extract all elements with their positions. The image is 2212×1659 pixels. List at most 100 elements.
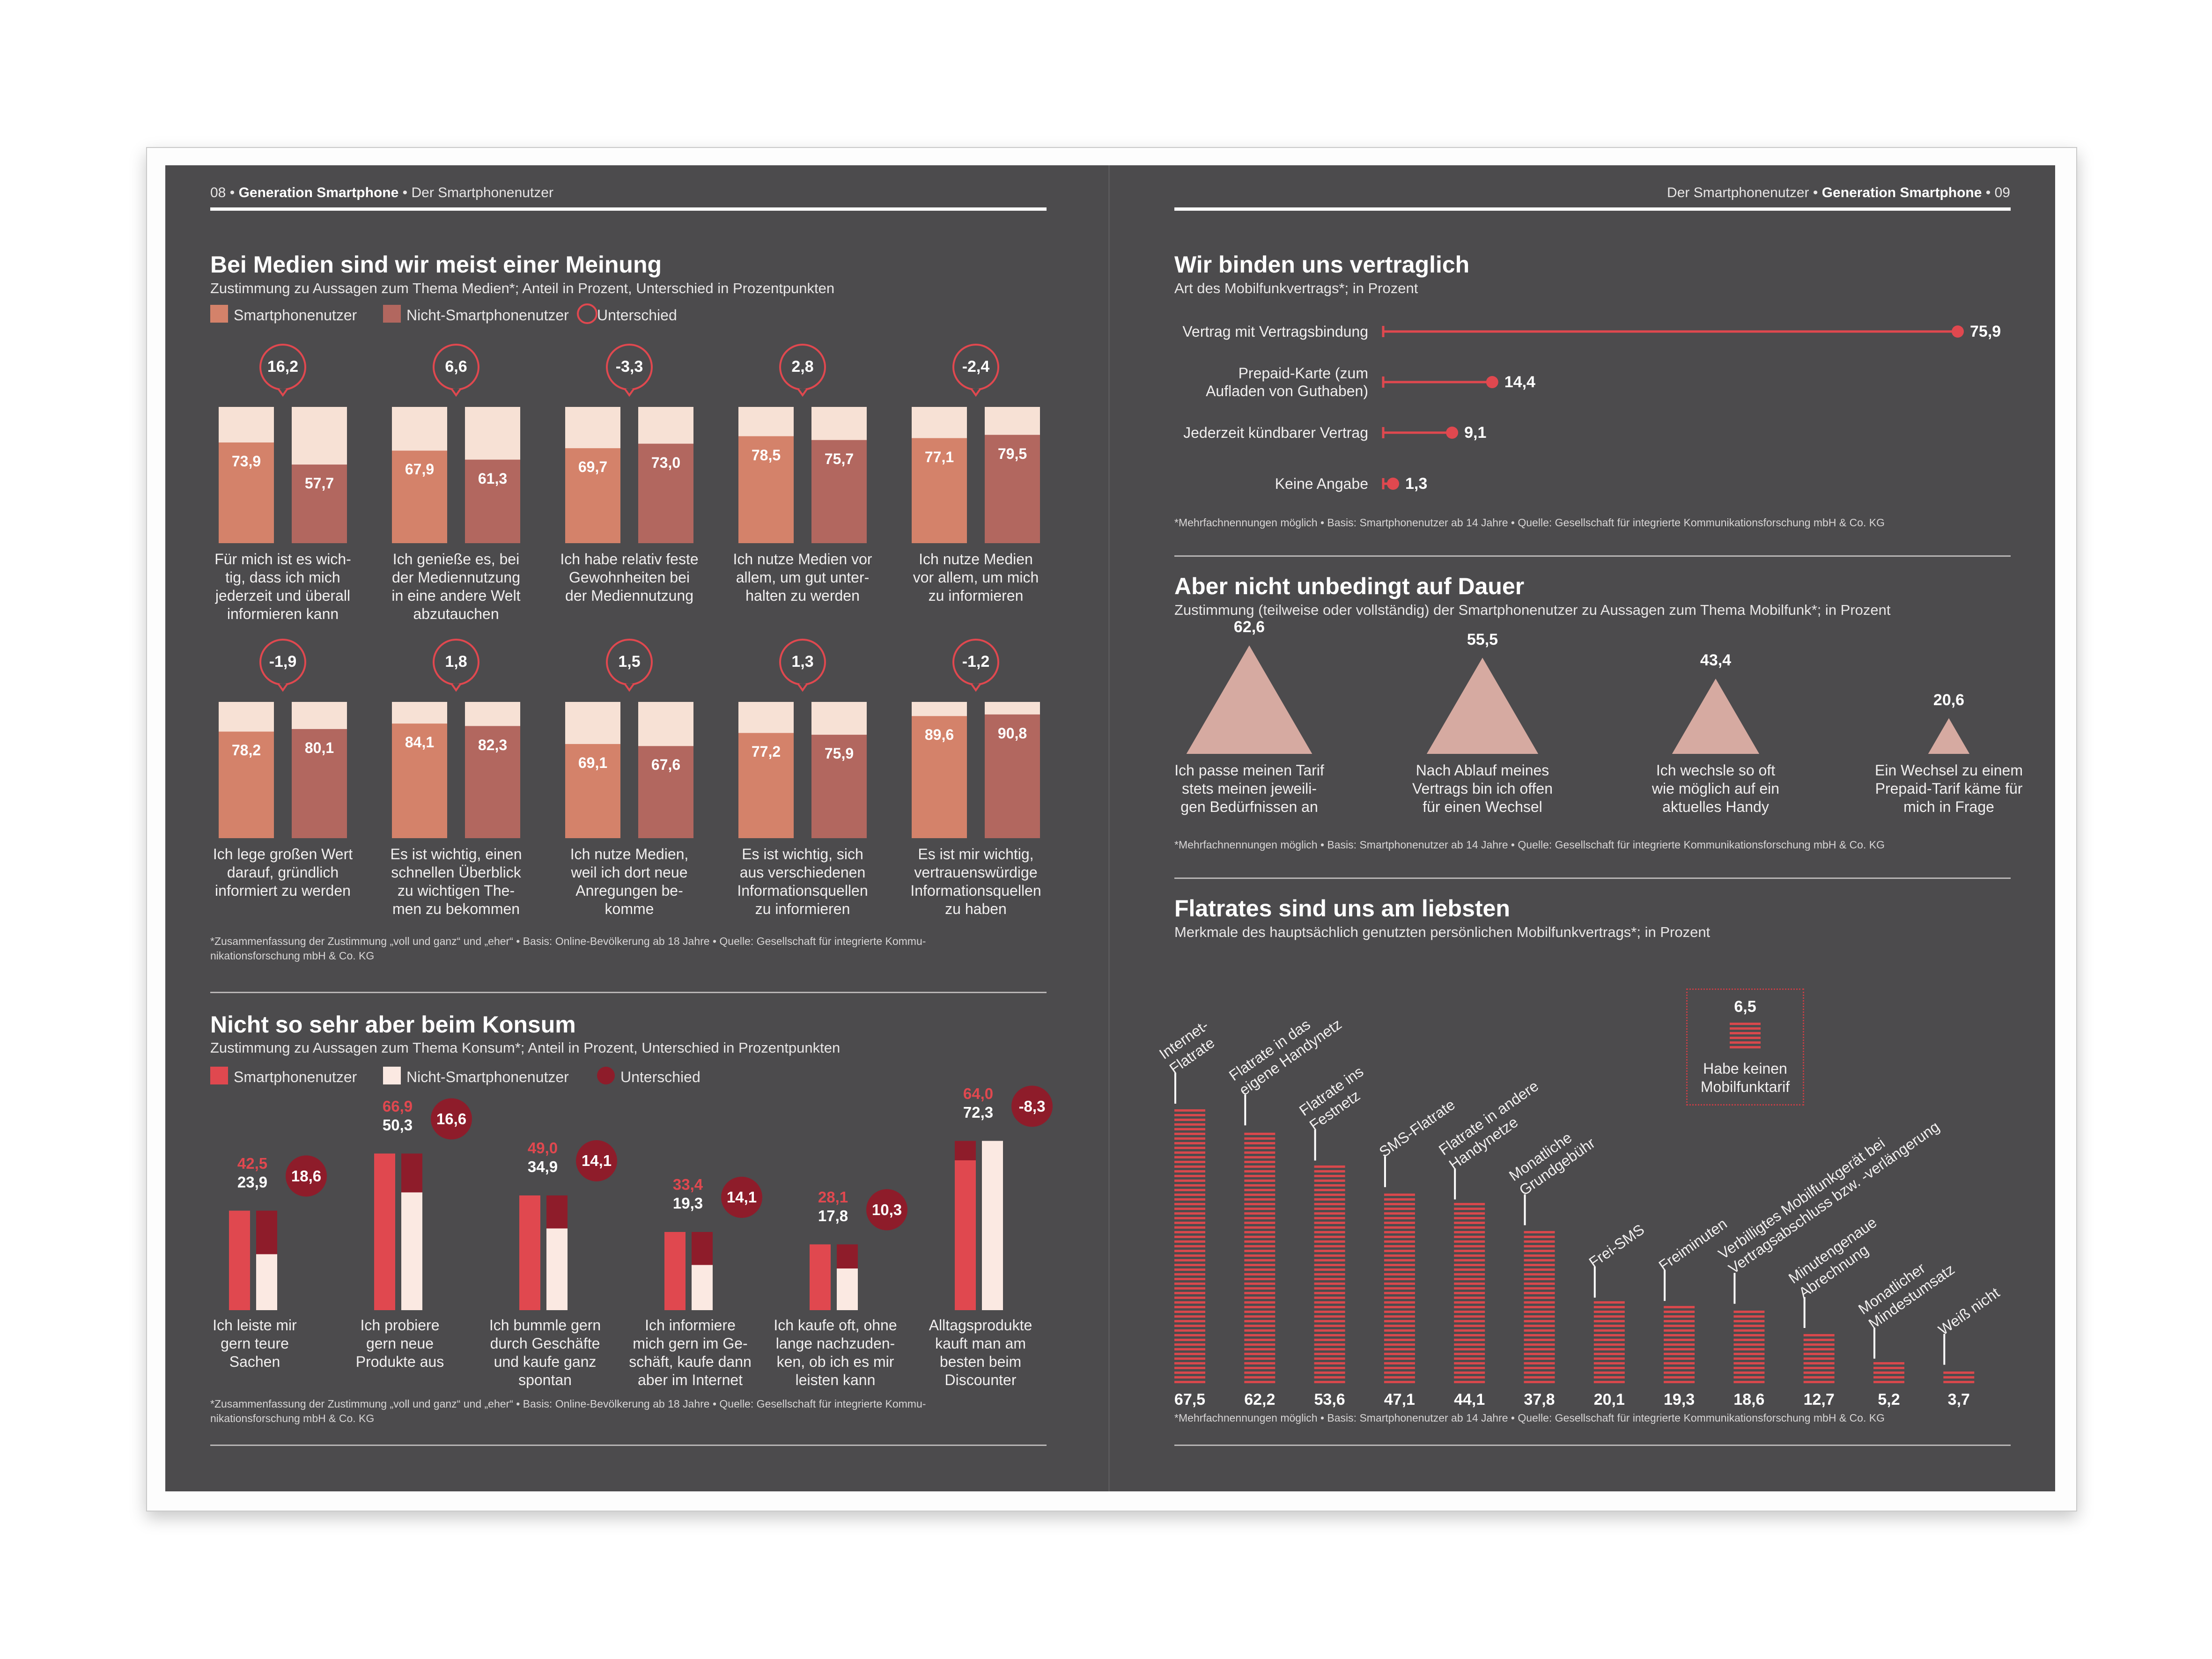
medien-bar-5-smartphone — [219, 731, 274, 838]
dauer-label-2: Ich wechsle so oft wie möglich auf ein akt… — [1629, 761, 1802, 816]
medien-label-5-line: darauf, gründlich — [227, 864, 339, 881]
legend-swatch-non-smartphone — [383, 305, 401, 323]
medien-label-4: Ich nutze Medien vor allem, um mich zu inf… — [892, 550, 1060, 605]
konsum-value-4-non-smartphone: 17,8 — [818, 1207, 848, 1224]
flat-bar-3 — [1384, 1194, 1415, 1383]
konsum-label-5-line: Discounter — [944, 1371, 1017, 1388]
medien-value-0-smartphone: 73,9 — [231, 452, 261, 470]
konsum-label-5-line: Alltagsprodukte — [929, 1317, 1032, 1334]
dauer-subtitle: Zustimmung (teilweise oder vollständig) … — [1174, 602, 1891, 618]
konsum-diff-1-value: 16,6 — [436, 1110, 467, 1128]
medien-bar-6-smartphone — [392, 723, 447, 838]
dauer-value-0: 62,6 — [1233, 618, 1265, 636]
medien-label-1-line: in eine andere Welt — [391, 587, 521, 604]
medien-diff-4-pointer — [970, 388, 981, 397]
medien-label-1-line: der Mediennutzung — [392, 569, 520, 586]
konsum-value-3-non-smartphone: 19,3 — [672, 1194, 703, 1212]
medien-value-0-non-smartphone: 57,7 — [304, 475, 334, 492]
medien-bar-0-smartphone — [219, 442, 274, 543]
konsum-legend-swatch-smartphone — [210, 1067, 228, 1084]
medien-bar-7-smartphone — [565, 744, 620, 838]
dauer-label-3-line: Prepaid-Tarif käme für — [1875, 780, 2023, 797]
konsum-bar-3-smartphone — [664, 1232, 686, 1310]
vertrag-value-0: 75,9 — [1970, 323, 2001, 340]
medien-value-6-non-smartphone: 82,3 — [478, 736, 508, 753]
left-header-rule — [210, 207, 1047, 211]
medien-value-9-smartphone: 89,6 — [924, 726, 954, 744]
medien-diff-3-pointer — [797, 388, 808, 397]
medien-label-2-line: Ich habe relativ feste — [560, 551, 699, 568]
medien-diff-2-value: -3,3 — [615, 358, 643, 376]
medien-bar-4-smartphone — [912, 438, 967, 543]
flat-value-9: 12,7 — [1803, 1391, 1835, 1408]
medien-label-6: Es ist wichtig, einen schnellen Überblick… — [372, 845, 540, 918]
vertrag-dot-0 — [1952, 325, 1964, 338]
konsum-diff-1-circle — [431, 1098, 472, 1140]
konsum-value-1-smartphone: 66,9 — [382, 1097, 413, 1115]
konsum-legend-swatch-difference — [597, 1067, 615, 1084]
konsum-diff-2-value: 14,1 — [581, 1152, 612, 1169]
konsum-bar-5-non-smartphone — [982, 1141, 1003, 1310]
konsum-label-1-line: Ich probiere — [360, 1317, 440, 1334]
flat-bar-2 — [1314, 1165, 1345, 1383]
flat-value-0: 67,5 — [1174, 1391, 1206, 1408]
medien-value-5-smartphone: 78,2 — [231, 742, 261, 759]
medien-diff-9-value: -1,2 — [962, 653, 990, 671]
konsum-value-2-non-smartphone: 34,9 — [527, 1158, 558, 1175]
medien-diff-4-value: -2,4 — [962, 358, 990, 376]
konsum-bar-2-difference — [546, 1195, 568, 1229]
vertrag-subtitle: Art des Mobilfunkvertrags*; in Prozent — [1174, 280, 1418, 296]
medien-label-8-line: zu informieren — [755, 900, 850, 917]
medien-label-9-line: vertrauenswürdige — [914, 864, 1038, 881]
vertrag-label-2: Jederzeit kündbarer Vertrag — [1174, 424, 1368, 442]
medien-label-5-line: Ich lege großen Wert — [213, 846, 353, 863]
medien-label-2-line: der Mediennutzung — [565, 587, 693, 604]
dauer-triangle-2 — [1672, 678, 1760, 754]
flat-value-6: 20,1 — [1593, 1391, 1625, 1408]
medien-label-9: Es ist mir wichtig, vertrauenswürdige Info… — [892, 845, 1060, 918]
spine — [1108, 165, 1110, 1491]
medien-diff-9-pointer — [970, 683, 981, 692]
medien-label-2: Ich habe relativ feste Gewohnheiten bei de… — [545, 550, 714, 605]
vertrag-dot-1 — [1486, 376, 1498, 388]
legend-label-non-smartphone: Nicht-Smartphonenutzer — [406, 307, 569, 324]
flat-value-8: 18,6 — [1733, 1391, 1765, 1408]
medien-label-8: Es ist wichtig, sich aus verschiedenen Inf… — [718, 845, 887, 918]
vertrag-label-0: Vertrag mit Vertragsbindung — [1174, 323, 1368, 340]
flat-footnote: *Mehrfachnennungen möglich • Basis: Smar… — [1174, 1412, 1885, 1424]
konsum-label-2-line: Ich bummle gern — [489, 1317, 601, 1334]
medien-label-5-line: informiert zu werden — [215, 882, 351, 899]
flat-value-4: 44,1 — [1454, 1391, 1485, 1408]
chart-canvas — [219, 303, 1975, 1383]
konsum-bar-4-smartphone — [810, 1244, 831, 1310]
konsum-label-4-line: leisten kann — [795, 1371, 876, 1388]
konsum-bar-5-difference — [955, 1141, 976, 1160]
flat-bar-11 — [1943, 1371, 1975, 1383]
medien-diff-2-pointer — [624, 388, 635, 397]
medien-diff-5-pointer — [277, 683, 288, 692]
vertrag-label-1: Prepaid-Karte (zum Aufladen von Guthaben) — [1174, 364, 1368, 400]
medien-bar-5-non-smartphone — [292, 729, 347, 838]
konsum-value-1-non-smartphone: 50,3 — [382, 1116, 413, 1134]
medien-label-6-line: schnellen Überblick — [391, 864, 521, 881]
konsum-value-3-smartphone: 33,4 — [672, 1176, 703, 1193]
medien-value-6-smartphone: 84,1 — [405, 734, 435, 751]
konsum-label-4-line: lange nachzuden- — [775, 1335, 895, 1352]
konsum-bar-2-smartphone — [519, 1195, 540, 1310]
left-page-header: 08 • Generation Smartphone • Der Smartph… — [210, 185, 553, 200]
konsum-diff-5-circle — [1011, 1085, 1053, 1127]
vertrag-value-1: 14,4 — [1504, 373, 1535, 391]
medien-label-9-line: Informationsquellen — [910, 882, 1041, 899]
konsum-label-5-line: besten beim — [939, 1353, 1022, 1370]
medien-bar-4-non-smartphone — [985, 435, 1040, 543]
medien-value-2-smartphone: 69,7 — [578, 458, 608, 476]
right-section-sub: Der Smartphonenutzer — [1667, 185, 1809, 200]
medien-value-1-smartphone: 67,9 — [405, 461, 435, 478]
konsum-value-0-smartphone: 42,5 — [237, 1154, 268, 1172]
dauer-value-3: 20,6 — [1933, 691, 1965, 709]
konsum-bar-2-non-smartphone — [546, 1228, 568, 1310]
medien-label-7-line: komme — [605, 900, 654, 917]
konsum-label-2-line: durch Geschäfte — [490, 1335, 600, 1352]
medien-diff-1-value: 6,6 — [445, 358, 467, 376]
konsum-bar-0-non-smartphone — [256, 1254, 277, 1310]
